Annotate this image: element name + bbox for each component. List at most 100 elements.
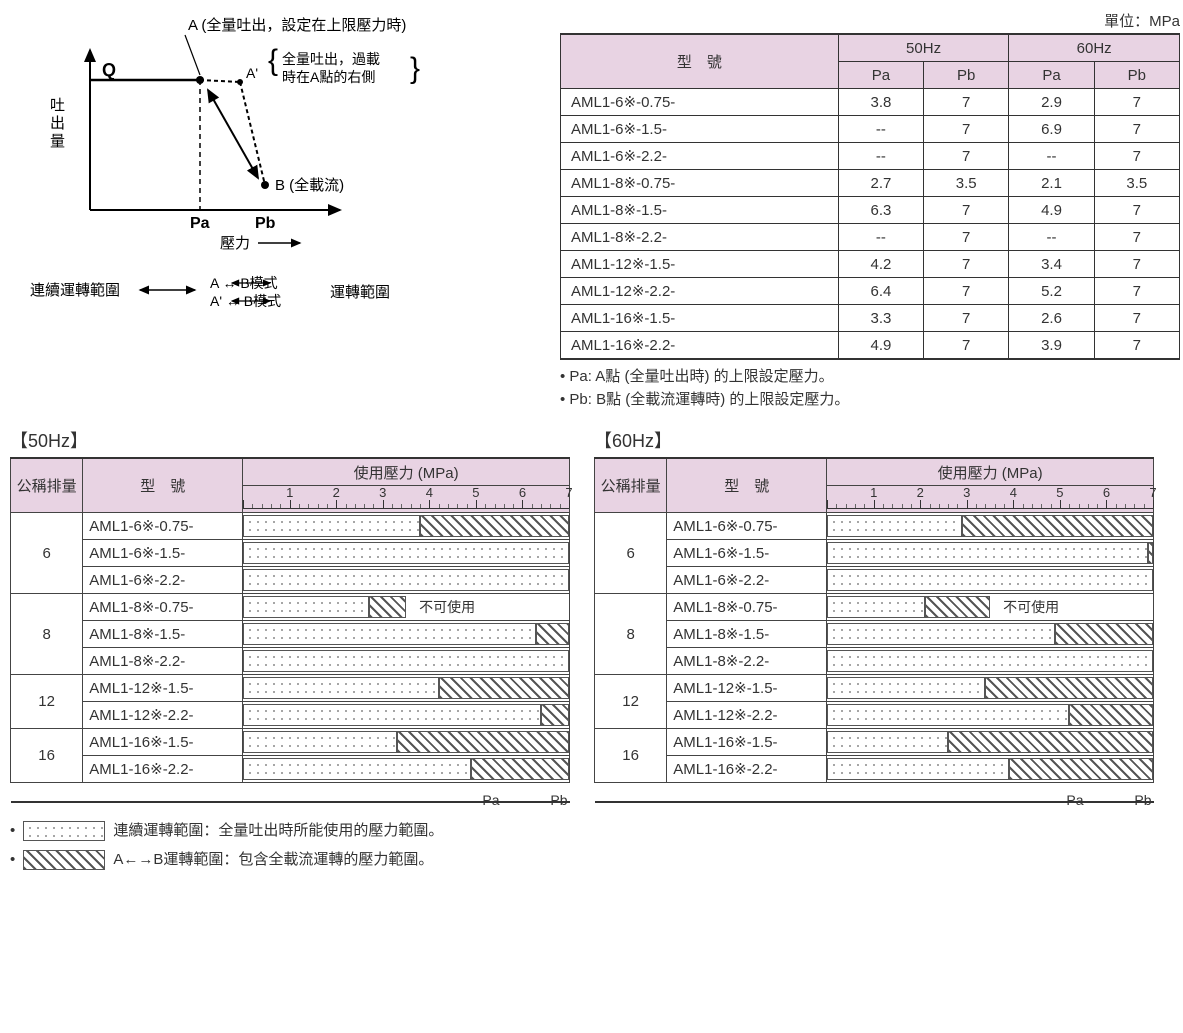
range-row: AML1-12※-2.2- <box>595 702 1154 729</box>
hdr-pb50: Pb <box>924 62 1009 89</box>
cell-disp: 12 <box>11 675 83 729</box>
seg-ab-range <box>541 704 569 726</box>
range-row: AML1-6※-1.5- <box>595 540 1154 567</box>
cell-bar <box>243 675 570 702</box>
cell-bar <box>827 729 1154 756</box>
cell-model: AML1-6※-1.5- <box>667 540 827 567</box>
legend-swatch-hatch <box>23 850 105 870</box>
cell-pa60: 2.6 <box>1009 305 1094 332</box>
cell-model: AML1-6※-0.75- <box>667 513 827 540</box>
svg-text:{: { <box>268 44 278 77</box>
seg-continuous <box>243 650 569 672</box>
range-row: 8AML1-8※-0.75-不可使用 <box>11 594 570 621</box>
cell-model: AML1-16※-1.5- <box>83 729 243 756</box>
cell-pa50: -- <box>838 143 923 170</box>
range-row: AML1-12※-2.2- <box>11 702 570 729</box>
cell-pa60: 5.2 <box>1009 278 1094 305</box>
spec-row: AML1-8※-0.75-2.73.52.13.5 <box>561 170 1180 197</box>
footer-pb: Pb <box>1134 792 1151 808</box>
cell-pa50: 3.8 <box>838 89 923 116</box>
cell-model: AML1-16※-1.5- <box>561 305 839 332</box>
hdr-press: 使用壓力 (MPa) <box>243 458 570 486</box>
spec-row: AML1-6※-0.75-3.872.97 <box>561 89 1180 116</box>
cell-disp: 6 <box>595 513 667 594</box>
legend-ab: A←→B運轉範圍：包含全載流運轉的壓力範圍。 <box>113 851 433 868</box>
seg-continuous <box>243 569 569 591</box>
footer-pb: Pb <box>550 792 567 808</box>
cell-model: AML1-8※-1.5- <box>83 621 243 648</box>
cell-bar <box>243 540 570 567</box>
hdr-50hz: 50Hz <box>838 34 1009 62</box>
cell-pb50: 7 <box>924 251 1009 278</box>
seg-continuous <box>243 623 536 645</box>
cell-model: AML1-12※-1.5- <box>83 675 243 702</box>
cell-pa60: 2.1 <box>1009 170 1094 197</box>
cell-bar <box>243 702 570 729</box>
seg-ab-range <box>985 677 1153 699</box>
cell-pb60: 7 <box>1094 332 1179 360</box>
cell-model: AML1-8※-1.5- <box>561 197 839 224</box>
seg-ab-range <box>948 731 1153 753</box>
note-pb: • Pb: B點 (全載流運轉時) 的上限設定壓力。 <box>560 389 1180 412</box>
seg-continuous <box>243 515 420 537</box>
hdr-60hz: 60Hz <box>1009 34 1180 62</box>
hdr-model: 型 號 <box>83 458 243 513</box>
hdr-model: 型 號 <box>667 458 827 513</box>
seg-continuous <box>827 758 1009 780</box>
cell-model: AML1-12※-2.2- <box>667 702 827 729</box>
seg-continuous <box>827 542 1148 564</box>
cell-pb50: 7 <box>924 89 1009 116</box>
range-row: AML1-16※-2.2- <box>11 756 570 783</box>
cell-bar <box>827 648 1154 675</box>
cell-bar <box>243 756 570 783</box>
legend: • 連續運轉範圍：全量吐出時所能使用的壓力範圍。 • A←→B運轉範圍：包含全載… <box>10 817 1173 874</box>
cell-model: AML1-8※-2.2- <box>83 648 243 675</box>
cell-pb50: 7 <box>924 224 1009 251</box>
hdr-model: 型 號 <box>561 34 839 89</box>
cell-pb60: 7 <box>1094 305 1179 332</box>
cell-pa60: -- <box>1009 224 1094 251</box>
cell-pb50: 7 <box>924 143 1009 170</box>
cell-pa60: 3.4 <box>1009 251 1094 278</box>
cell-pb50: 7 <box>924 278 1009 305</box>
spec-row: AML1-8※-2.2---7--7 <box>561 224 1180 251</box>
cell-disp: 8 <box>11 594 83 675</box>
cell-pb50: 3.5 <box>924 170 1009 197</box>
range-row: AML1-8※-2.2- <box>595 648 1154 675</box>
range-table-60: 公稱排量型 號使用壓力 (MPa)12345676AML1-6※-0.75-AM… <box>594 457 1154 803</box>
cell-pb60: 7 <box>1094 224 1179 251</box>
label-not-usable: 不可使用 <box>419 597 475 617</box>
pa-axis-label: Pa <box>190 215 210 232</box>
cell-pa50: 2.7 <box>838 170 923 197</box>
a-prime-note1: 全量吐出，過載 <box>282 51 380 67</box>
seg-continuous <box>827 596 925 618</box>
spec-row: AML1-16※-2.2-4.973.97 <box>561 332 1180 360</box>
cell-pb50: 7 <box>924 116 1009 143</box>
cell-model: AML1-12※-2.2- <box>83 702 243 729</box>
cell-bar <box>243 567 570 594</box>
hdr-disp: 公稱排量 <box>11 458 83 513</box>
cell-disp: 8 <box>595 594 667 675</box>
cell-model: AML1-6※-1.5- <box>83 540 243 567</box>
spec-row: AML1-12※-2.2-6.475.27 <box>561 278 1180 305</box>
cell-model: AML1-8※-0.75- <box>83 594 243 621</box>
mode-suffix: 運轉範圍 <box>330 283 390 301</box>
footer-pa: Pa <box>1066 792 1083 808</box>
spec-row: AML1-8※-1.5-6.374.97 <box>561 197 1180 224</box>
cell-pa60: 4.9 <box>1009 197 1094 224</box>
label-not-usable: 不可使用 <box>1003 597 1059 617</box>
cell-bar <box>827 540 1154 567</box>
note-pa: • Pa: A點 (全量吐出時) 的上限設定壓力。 <box>560 366 1180 389</box>
seg-continuous <box>827 569 1153 591</box>
pq-diagram: Pa Pb 壓力 Q 吐出量 A (全量吐出，設定在上限壓力時) A' { 全量… <box>10 10 540 334</box>
unit-label: 單位：MPa <box>560 10 1180 31</box>
cont-range-label: 連續運轉範圍 <box>30 281 120 299</box>
range-row: 12AML1-12※-1.5- <box>595 675 1154 702</box>
cell-pb60: 7 <box>1094 278 1179 305</box>
cell-bar <box>827 513 1154 540</box>
cell-model: AML1-8※-0.75- <box>561 170 839 197</box>
range-row: 6AML1-6※-0.75- <box>11 513 570 540</box>
cell-pb60: 7 <box>1094 197 1179 224</box>
range-row: AML1-6※-2.2- <box>11 567 570 594</box>
a-prime-label: A' <box>246 65 258 81</box>
